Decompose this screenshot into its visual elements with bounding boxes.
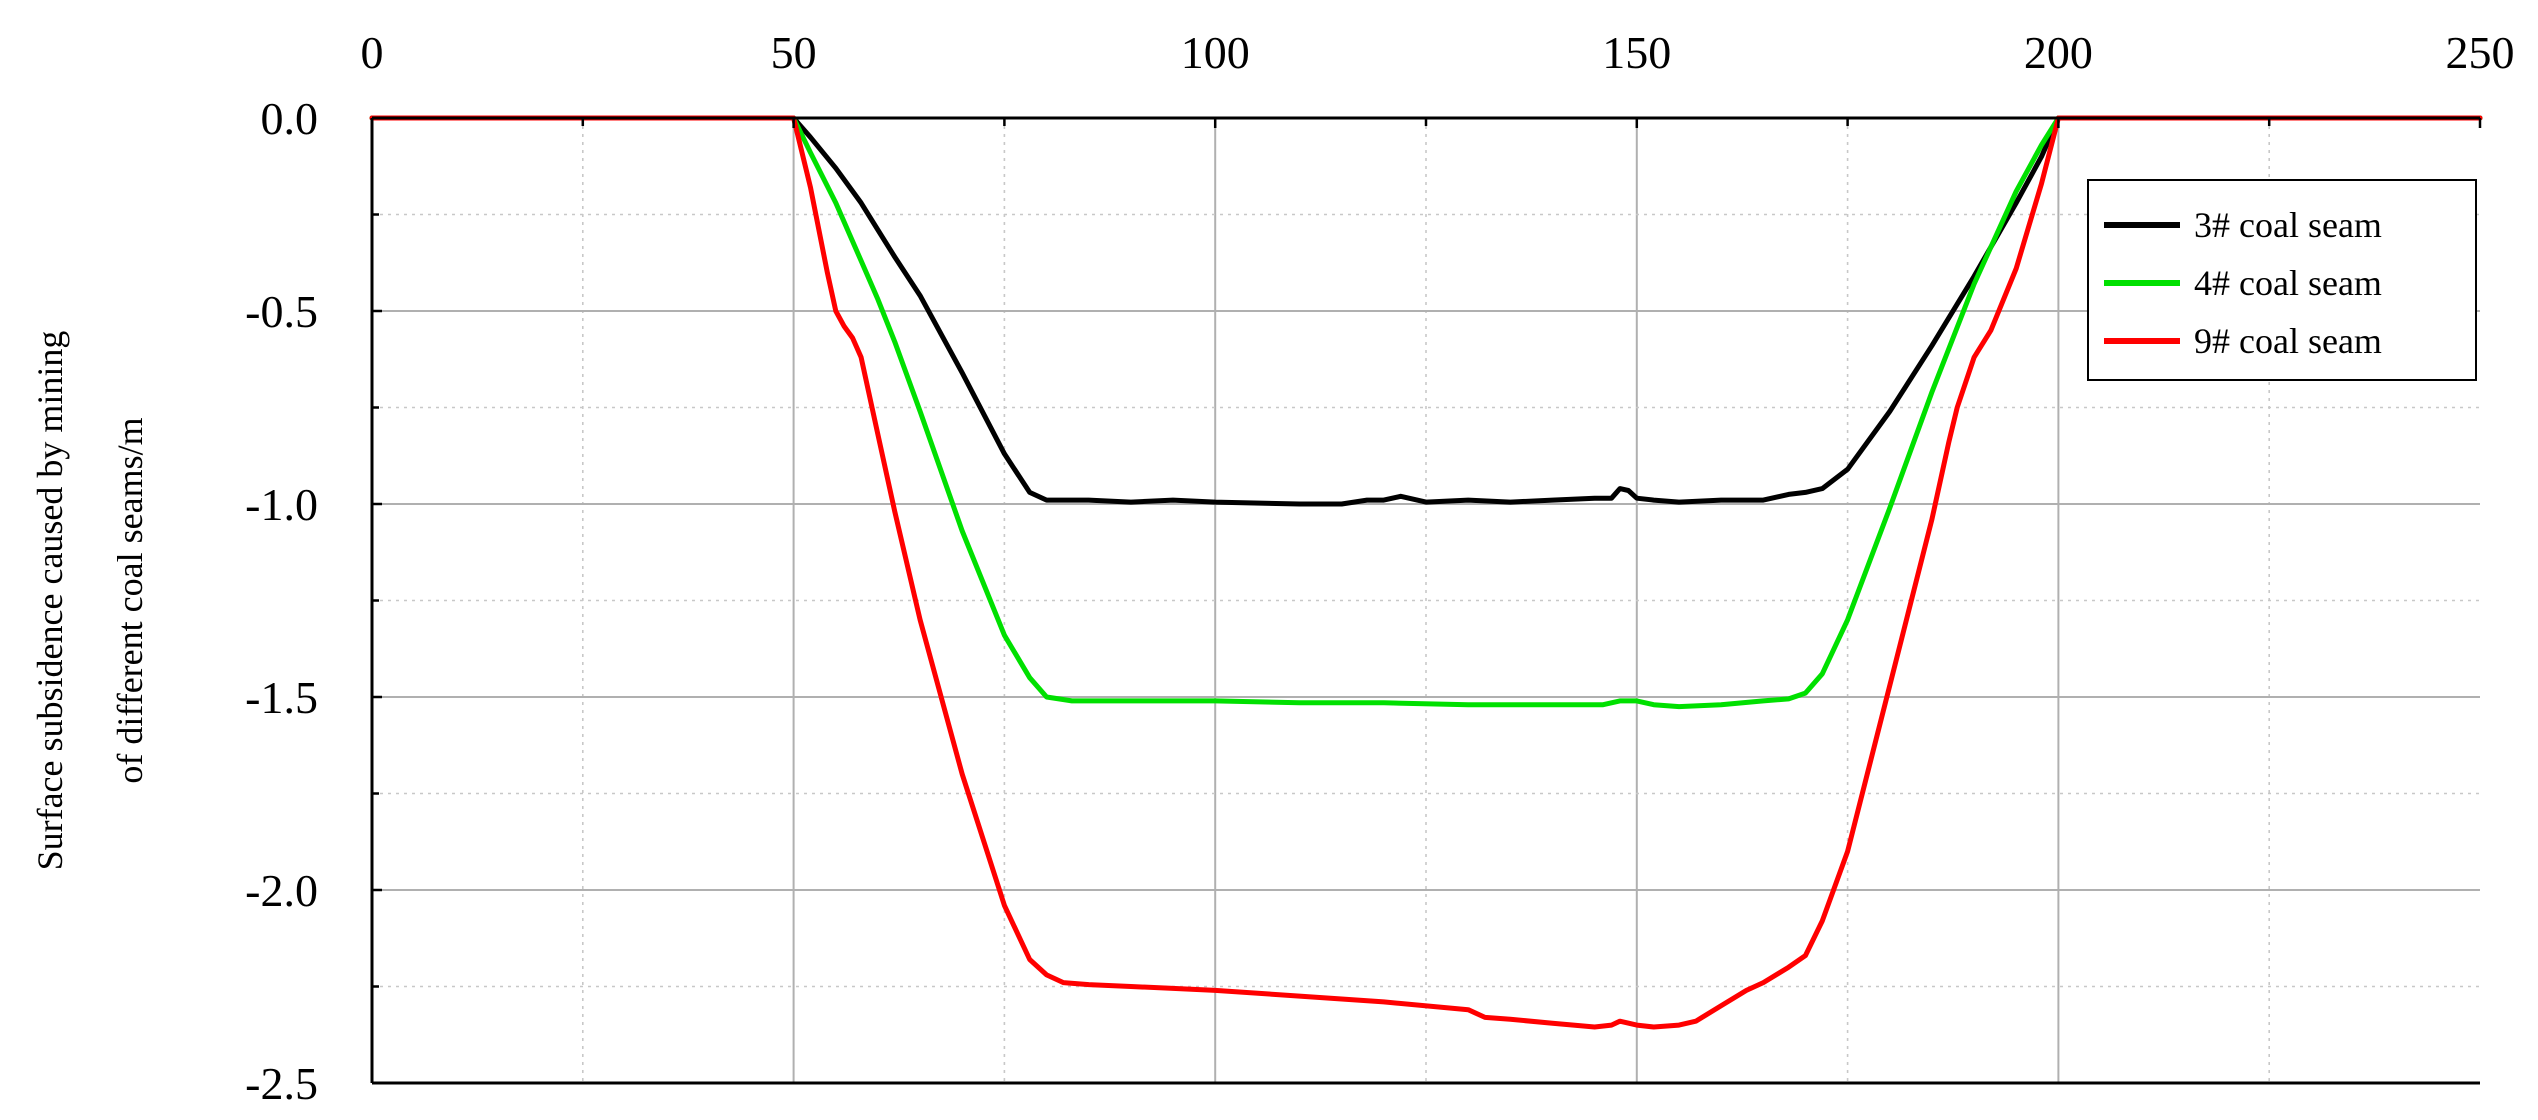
y-tick-label: -2.5 (245, 1058, 318, 1109)
series-lines (369, 115, 2483, 1030)
axes (370, 116, 2482, 1085)
x-tick-label: 250 (2446, 27, 2515, 78)
legend-label-1: 3# coal seam (2194, 205, 2382, 245)
legend-label-2: 4# coal seam (2194, 263, 2382, 303)
y-axis-title-line-2: of different coal seams/m (110, 417, 150, 783)
x-tick-label: 150 (1602, 27, 1671, 78)
series-line-1 (369, 115, 2483, 507)
x-tick-label: 50 (771, 27, 817, 78)
y-axis-title: Surface subsidence caused by mining of di… (30, 331, 150, 871)
y-tick-label: 0.0 (261, 93, 319, 144)
x-tick-label: 100 (1181, 27, 1250, 78)
legend: 3# coal seam 4# coal seam 9# coal seam (2087, 179, 2477, 381)
tick-labels: 0 50 100 150 200 250 0.0 -0.5 -1.0 -1.5 -2.0 -2.5 (245, 27, 2514, 1109)
series-line-3 (369, 115, 2483, 1030)
series-line-2 (369, 115, 2483, 710)
x-tick-label: 0 (361, 27, 384, 78)
legend-label-3: 9# coal seam (2194, 321, 2382, 361)
y-tick-label: -2.0 (245, 865, 318, 916)
y-axis-title-line-1: Surface subsidence caused by mining (30, 331, 70, 871)
y-tick-label: -0.5 (245, 286, 318, 337)
y-tick-label: -1.5 (245, 672, 318, 723)
x-tick-label: 200 (2024, 27, 2093, 78)
y-tick-label: -1.0 (245, 479, 318, 530)
